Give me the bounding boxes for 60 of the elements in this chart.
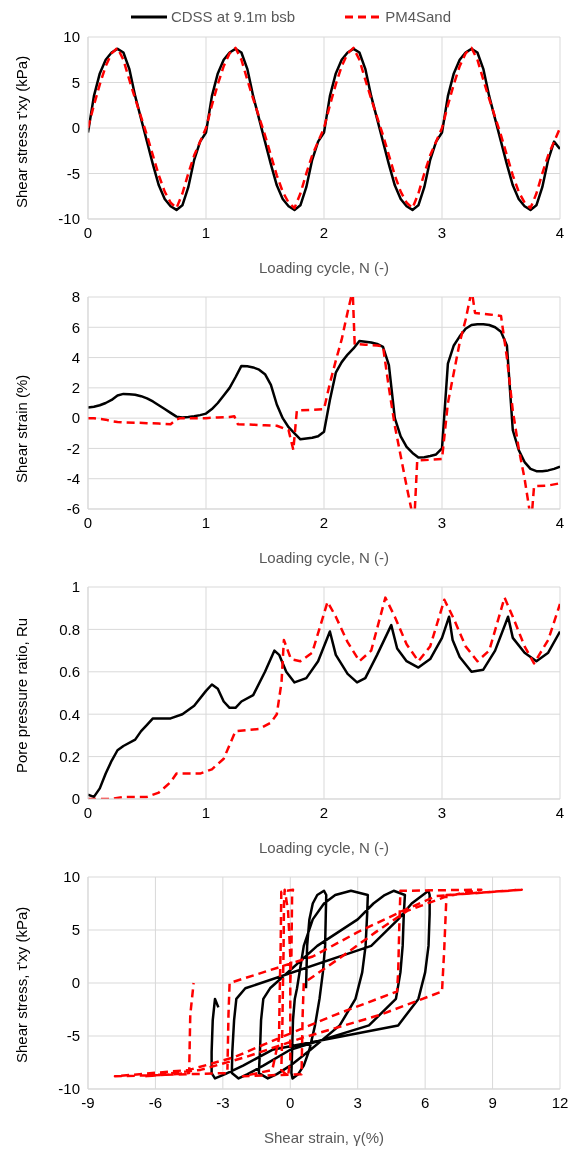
- legend-label: CDSS at 9.1m bsb: [169, 8, 296, 25]
- x-tick-label: 1: [201, 803, 211, 821]
- y-tick-label: 0: [71, 974, 80, 992]
- x-tick-label: 0: [83, 223, 93, 241]
- y-tick-label: 0.2: [59, 747, 80, 765]
- x-tick-label: 0: [286, 1093, 295, 1111]
- x-axis-title: Shear strain, γ(%): [263, 1129, 385, 1146]
- x-tick-label: 12: [551, 1093, 569, 1111]
- x-tick-label: 1: [201, 223, 211, 241]
- line-series: [210, 889, 431, 1080]
- x-tick-label: 2: [319, 223, 329, 241]
- line-series: [113, 888, 524, 1078]
- x-axis-title: Loading cycle, N (-): [258, 839, 390, 856]
- x-tick-label: 1: [201, 513, 211, 531]
- x-tick-label: 3: [353, 1093, 362, 1111]
- legend-label: PM4Sand: [384, 8, 452, 25]
- y-tick-label: -10: [58, 1080, 80, 1098]
- x-tick-label: 3: [437, 223, 447, 241]
- x-tick-label: 4: [555, 513, 565, 531]
- line-series: [88, 323, 560, 473]
- x-tick-label: -3: [216, 1093, 230, 1111]
- y-tick-label: 0: [71, 409, 80, 427]
- y-tick-label: 8: [71, 288, 80, 306]
- y-tick-label: 0.4: [59, 705, 80, 723]
- y-tick-label: 10: [63, 28, 80, 46]
- y-tick-label: -2: [66, 439, 80, 457]
- y-tick-label: 0: [71, 119, 80, 137]
- y-tick-label: 5: [71, 73, 80, 91]
- x-tick-label: 2: [319, 513, 329, 531]
- x-tick-label: 9: [488, 1093, 497, 1111]
- y-tick-label: 1: [71, 578, 80, 596]
- y-tick-label: 2: [71, 379, 80, 397]
- x-tick-label: 3: [437, 803, 447, 821]
- y-tick-label: -10: [58, 210, 80, 228]
- x-tick-label: -9: [81, 1093, 95, 1111]
- y-tick-label: -6: [66, 500, 80, 518]
- y-tick-label: -5: [66, 1027, 80, 1045]
- y-tick-label: 6: [71, 318, 80, 336]
- y-axis-title: Shear strain (%): [13, 374, 31, 483]
- x-tick-label: 4: [555, 803, 565, 821]
- x-tick-label: 6: [420, 1093, 430, 1111]
- y-tick-label: -5: [66, 164, 80, 182]
- y-tick-label: 10: [63, 868, 80, 886]
- y-tick-label: 0: [71, 790, 80, 808]
- x-axis-title: Loading cycle, N (-): [258, 549, 390, 566]
- y-axis-title: Shear stress, τ'xy (kPa): [13, 906, 31, 1063]
- y-tick-label: 4: [71, 348, 80, 366]
- y-tick-label: 0.6: [59, 663, 80, 681]
- y-tick-label: 0.8: [59, 620, 80, 638]
- x-tick-label: 3: [437, 513, 447, 531]
- y-axis-title: Shear stress τ'xy (kPa): [13, 55, 31, 208]
- x-axis-title: Loading cycle, N (-): [258, 259, 390, 276]
- y-axis-title: Pore pressure ratio, Ru: [13, 617, 31, 773]
- y-tick-label: 5: [71, 921, 80, 939]
- x-tick-label: 4: [555, 223, 565, 241]
- x-tick-label: -6: [148, 1093, 163, 1111]
- y-tick-label: -4: [66, 470, 80, 488]
- x-tick-label: 2: [319, 803, 329, 821]
- x-tick-label: 0: [83, 803, 93, 821]
- x-tick-label: 0: [83, 513, 93, 531]
